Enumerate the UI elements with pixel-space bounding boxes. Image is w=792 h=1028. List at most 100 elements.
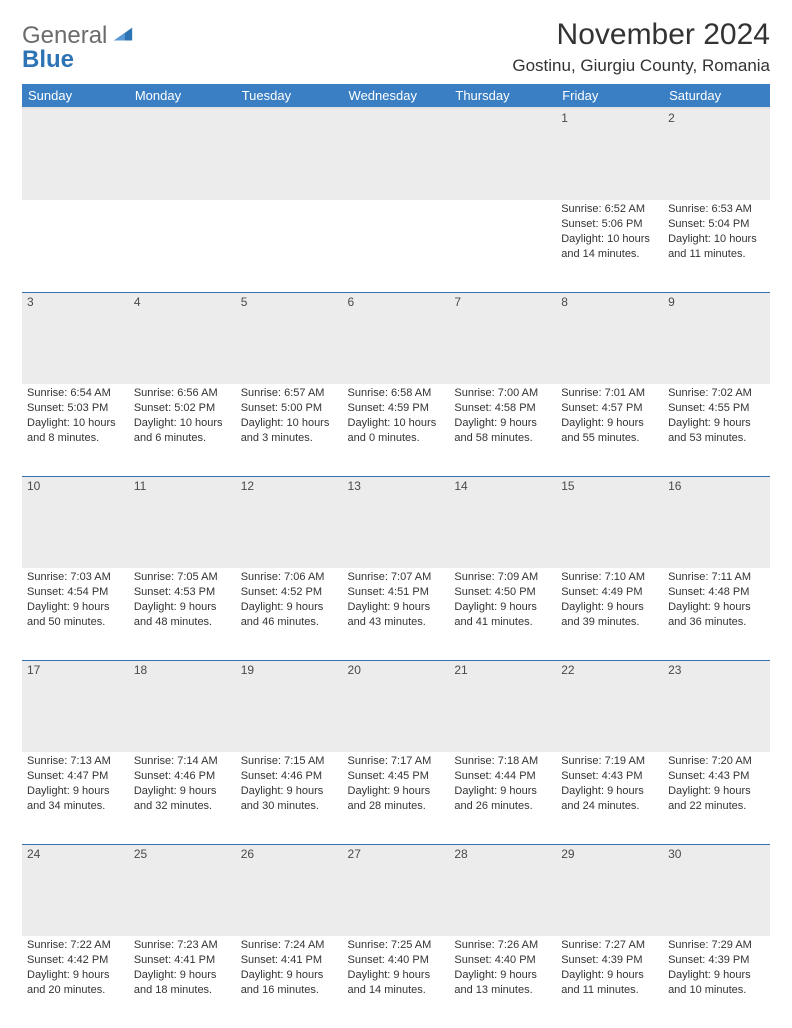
day-number xyxy=(343,108,450,200)
day-number xyxy=(449,108,556,200)
sunrise: Sunrise: 7:15 AM xyxy=(241,754,338,769)
sunrise: Sunrise: 7:22 AM xyxy=(27,938,124,953)
logo-word2: Blue xyxy=(22,46,74,73)
day-cell: Sunrise: 7:22 AMSunset: 4:42 PMDaylight:… xyxy=(22,936,129,1028)
daylight: Daylight: 9 hours and 39 minutes. xyxy=(561,600,658,630)
daylight: Daylight: 9 hours and 50 minutes. xyxy=(27,600,124,630)
day-cell: Sunrise: 7:24 AMSunset: 4:41 PMDaylight:… xyxy=(236,936,343,1028)
day-lines: Sunrise: 7:22 AMSunset: 4:42 PMDaylight:… xyxy=(27,938,124,997)
day-cell: Sunrise: 6:57 AMSunset: 5:00 PMDaylight:… xyxy=(236,384,343,476)
sunset: Sunset: 4:42 PM xyxy=(27,953,124,968)
day-cell: Sunrise: 7:26 AMSunset: 4:40 PMDaylight:… xyxy=(449,936,556,1028)
logo-word1: General xyxy=(22,22,107,49)
calendar-table: Sunday Monday Tuesday Wednesday Thursday… xyxy=(22,84,770,1028)
day-cell: Sunrise: 7:17 AMSunset: 4:45 PMDaylight:… xyxy=(343,752,450,844)
sunset: Sunset: 5:02 PM xyxy=(134,401,231,416)
daylight: Daylight: 9 hours and 43 minutes. xyxy=(348,600,445,630)
month-title: November 2024 xyxy=(512,18,770,52)
sunrise: Sunrise: 7:09 AM xyxy=(454,570,551,585)
day-cell: Sunrise: 7:25 AMSunset: 4:40 PMDaylight:… xyxy=(343,936,450,1028)
daylight: Daylight: 10 hours and 11 minutes. xyxy=(668,232,765,262)
weekday-header-row: Sunday Monday Tuesday Wednesday Thursday… xyxy=(22,84,770,108)
weekday-sun: Sunday xyxy=(22,84,129,108)
sunrise: Sunrise: 7:14 AM xyxy=(134,754,231,769)
day-number: 7 xyxy=(449,292,556,384)
day-lines: Sunrise: 7:15 AMSunset: 4:46 PMDaylight:… xyxy=(241,754,338,813)
daylight: Daylight: 10 hours and 6 minutes. xyxy=(134,416,231,446)
sunset: Sunset: 5:06 PM xyxy=(561,217,658,232)
sunset: Sunset: 4:40 PM xyxy=(348,953,445,968)
day-number: 6 xyxy=(343,292,450,384)
sunset: Sunset: 4:53 PM xyxy=(134,585,231,600)
sunrise: Sunrise: 6:58 AM xyxy=(348,386,445,401)
sunset: Sunset: 4:55 PM xyxy=(668,401,765,416)
sunset: Sunset: 4:39 PM xyxy=(561,953,658,968)
weekday-tue: Tuesday xyxy=(236,84,343,108)
day-cell: Sunrise: 7:11 AMSunset: 4:48 PMDaylight:… xyxy=(663,568,770,660)
calendar-page: General Blue November 2024 Gostinu, Giur… xyxy=(0,0,792,1028)
day-lines: Sunrise: 7:05 AMSunset: 4:53 PMDaylight:… xyxy=(134,570,231,629)
daylight: Daylight: 9 hours and 36 minutes. xyxy=(668,600,765,630)
sunrise: Sunrise: 6:56 AM xyxy=(134,386,231,401)
day-number: 9 xyxy=(663,292,770,384)
day-cell: Sunrise: 7:19 AMSunset: 4:43 PMDaylight:… xyxy=(556,752,663,844)
sunrise: Sunrise: 7:01 AM xyxy=(561,386,658,401)
sunrise: Sunrise: 7:23 AM xyxy=(134,938,231,953)
sunrise: Sunrise: 6:57 AM xyxy=(241,386,338,401)
daynum-row: 10111213141516 xyxy=(22,476,770,568)
day-lines: Sunrise: 7:24 AMSunset: 4:41 PMDaylight:… xyxy=(241,938,338,997)
daylight: Daylight: 9 hours and 22 minutes. xyxy=(668,784,765,814)
day-lines: Sunrise: 7:23 AMSunset: 4:41 PMDaylight:… xyxy=(134,938,231,997)
daylight: Daylight: 9 hours and 58 minutes. xyxy=(454,416,551,446)
sunrise: Sunrise: 7:10 AM xyxy=(561,570,658,585)
sunset: Sunset: 4:51 PM xyxy=(348,585,445,600)
day-number: 21 xyxy=(449,660,556,752)
sunrise: Sunrise: 7:06 AM xyxy=(241,570,338,585)
weekday-fri: Friday xyxy=(556,84,663,108)
daylight: Daylight: 9 hours and 32 minutes. xyxy=(134,784,231,814)
day-lines: Sunrise: 7:02 AMSunset: 4:55 PMDaylight:… xyxy=(668,386,765,445)
day-lines: Sunrise: 7:19 AMSunset: 4:43 PMDaylight:… xyxy=(561,754,658,813)
day-cell: Sunrise: 7:15 AMSunset: 4:46 PMDaylight:… xyxy=(236,752,343,844)
day-cell: Sunrise: 7:09 AMSunset: 4:50 PMDaylight:… xyxy=(449,568,556,660)
day-lines: Sunrise: 6:52 AMSunset: 5:06 PMDaylight:… xyxy=(561,202,658,261)
day-cell xyxy=(22,200,129,292)
sunset: Sunset: 4:45 PM xyxy=(348,769,445,784)
day-number: 28 xyxy=(449,844,556,936)
daynum-row: 17181920212223 xyxy=(22,660,770,752)
sunset: Sunset: 4:54 PM xyxy=(27,585,124,600)
sunrise: Sunrise: 7:19 AM xyxy=(561,754,658,769)
daylight: Daylight: 9 hours and 26 minutes. xyxy=(454,784,551,814)
day-cell xyxy=(236,200,343,292)
day-lines: Sunrise: 7:01 AMSunset: 4:57 PMDaylight:… xyxy=(561,386,658,445)
sunset: Sunset: 4:47 PM xyxy=(27,769,124,784)
day-number: 30 xyxy=(663,844,770,936)
daylight: Daylight: 9 hours and 41 minutes. xyxy=(454,600,551,630)
day-lines: Sunrise: 7:03 AMSunset: 4:54 PMDaylight:… xyxy=(27,570,124,629)
weekday-wed: Wednesday xyxy=(343,84,450,108)
day-cell: Sunrise: 7:14 AMSunset: 4:46 PMDaylight:… xyxy=(129,752,236,844)
sunset: Sunset: 4:44 PM xyxy=(454,769,551,784)
day-lines: Sunrise: 7:27 AMSunset: 4:39 PMDaylight:… xyxy=(561,938,658,997)
logo-text: General Blue xyxy=(22,24,107,72)
sunset: Sunset: 4:41 PM xyxy=(241,953,338,968)
sunset: Sunset: 4:41 PM xyxy=(134,953,231,968)
day-number: 8 xyxy=(556,292,663,384)
sunrise: Sunrise: 7:03 AM xyxy=(27,570,124,585)
sunset: Sunset: 4:57 PM xyxy=(561,401,658,416)
sunrise: Sunrise: 7:29 AM xyxy=(668,938,765,953)
day-lines: Sunrise: 7:25 AMSunset: 4:40 PMDaylight:… xyxy=(348,938,445,997)
day-number: 22 xyxy=(556,660,663,752)
daylight: Daylight: 10 hours and 0 minutes. xyxy=(348,416,445,446)
daylight: Daylight: 9 hours and 10 minutes. xyxy=(668,968,765,998)
day-lines: Sunrise: 7:00 AMSunset: 4:58 PMDaylight:… xyxy=(454,386,551,445)
sunset: Sunset: 5:03 PM xyxy=(27,401,124,416)
daylight: Daylight: 10 hours and 3 minutes. xyxy=(241,416,338,446)
logo-triangle-icon xyxy=(112,24,134,46)
daylight: Daylight: 9 hours and 24 minutes. xyxy=(561,784,658,814)
day-lines: Sunrise: 7:06 AMSunset: 4:52 PMDaylight:… xyxy=(241,570,338,629)
day-number xyxy=(22,108,129,200)
sunset: Sunset: 4:58 PM xyxy=(454,401,551,416)
sunset: Sunset: 4:43 PM xyxy=(561,769,658,784)
day-cell: Sunrise: 7:10 AMSunset: 4:49 PMDaylight:… xyxy=(556,568,663,660)
